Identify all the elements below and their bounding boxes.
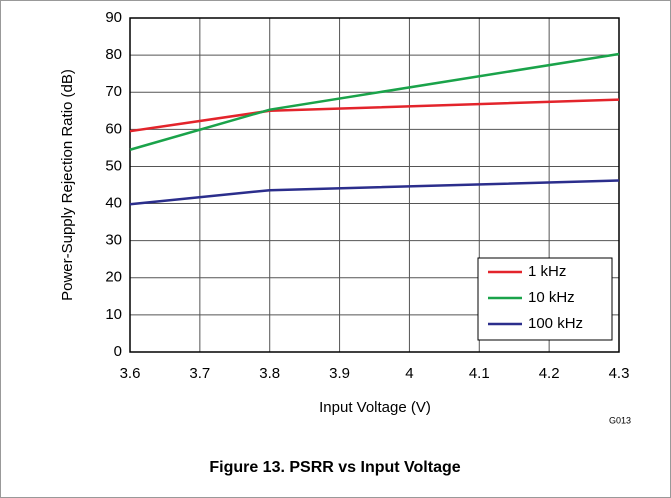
y-tick-label: 20 [105,269,122,286]
x-tick-label: 3.8 [259,365,280,382]
legend-label: 1 kHz [528,263,566,280]
y-tick-label: 80 [105,46,122,63]
y-tick-label: 50 [105,157,122,174]
series-line [129,98,620,133]
caption: Figure 13. PSRR vs Input Voltage [209,459,460,476]
y-tick-label: 90 [105,9,122,26]
y-tick-label: 0 [114,343,122,360]
y-tick-label: 70 [105,83,122,100]
figure-id: G013 [609,415,631,425]
legend-label: 100 kHz [528,315,583,332]
y-tick-label: 60 [105,120,122,137]
x-axis-label: Input Voltage (V) [319,399,431,416]
y-tick-label: 40 [105,195,122,212]
x-tick-label: 3.7 [189,365,210,382]
x-tick-label: 4.1 [469,365,490,382]
x-tick-label: 4.2 [539,365,560,382]
y-tick-label: 10 [105,306,122,323]
legend-label: 10 kHz [528,289,575,306]
x-tick-label: 4.3 [609,365,630,382]
x-tick-label: 3.6 [120,365,141,382]
series-line [129,52,620,151]
x-tick-label: 3.9 [329,365,350,382]
y-tick-label: 30 [105,232,122,249]
x-tick-label: 4 [405,365,413,382]
plot-border [129,17,620,353]
series-line [129,179,620,206]
y-axis-label: Power-Supply Rejection Ratio (dB) [59,69,76,301]
